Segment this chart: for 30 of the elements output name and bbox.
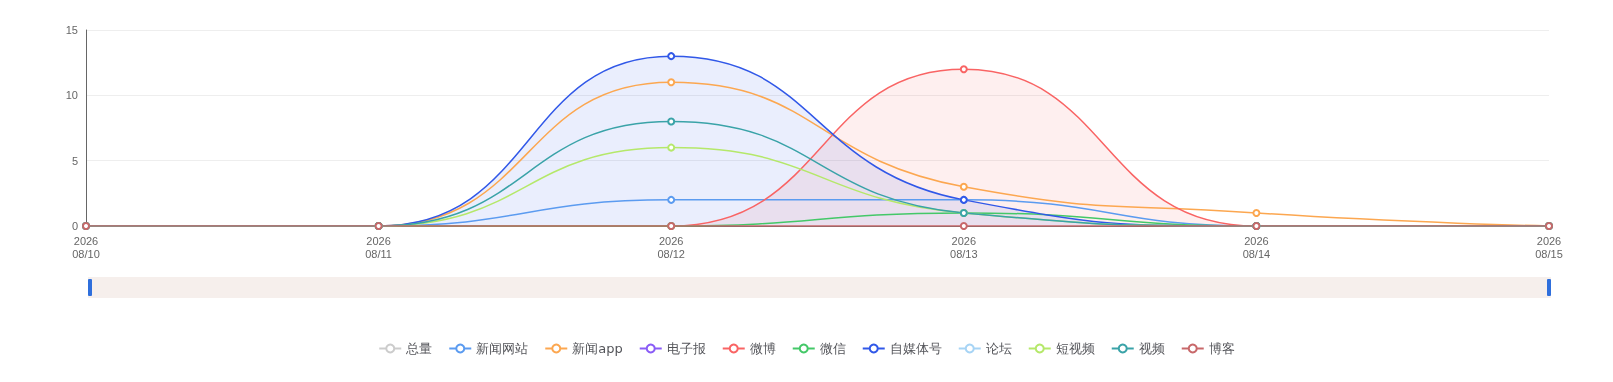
legend-label: 新闻app	[572, 341, 623, 356]
point	[667, 195, 676, 204]
legend-label: 自媒体号	[889, 341, 942, 356]
legend-label: 博客	[1208, 341, 1235, 356]
point	[667, 78, 676, 87]
legend-label: 短视频	[1055, 341, 1095, 356]
legend-label: 微博	[749, 341, 776, 356]
point	[959, 182, 968, 191]
point	[1252, 208, 1261, 217]
x-tick-label: 2026 08/10	[72, 234, 100, 260]
legend-label: 视频	[1138, 341, 1165, 356]
x-tick-label: 2026 08/13	[950, 234, 978, 260]
y-tick-label: 5	[71, 154, 78, 167]
legend-label: 电子报	[666, 341, 706, 356]
point	[667, 143, 676, 152]
legend-label: 新闻网站	[476, 341, 529, 356]
point	[667, 52, 676, 61]
legend-label: 总量	[405, 341, 433, 356]
y-tick-label: 0	[71, 220, 78, 232]
point	[959, 65, 968, 74]
x-tick-label: 2026 08/12	[657, 234, 685, 260]
legend-label: 微信	[819, 341, 846, 356]
x-tick-label: 2026 08/11	[365, 234, 392, 260]
point	[667, 117, 676, 126]
y-tick-label: 15	[65, 24, 78, 36]
x-tick-label: 2026 08/15	[1535, 234, 1563, 260]
point	[959, 222, 968, 230]
legend-label: 论坛	[985, 341, 1012, 356]
y-tick-label: 10	[65, 89, 78, 102]
x-tick-label: 2026 08/14	[1242, 234, 1271, 260]
